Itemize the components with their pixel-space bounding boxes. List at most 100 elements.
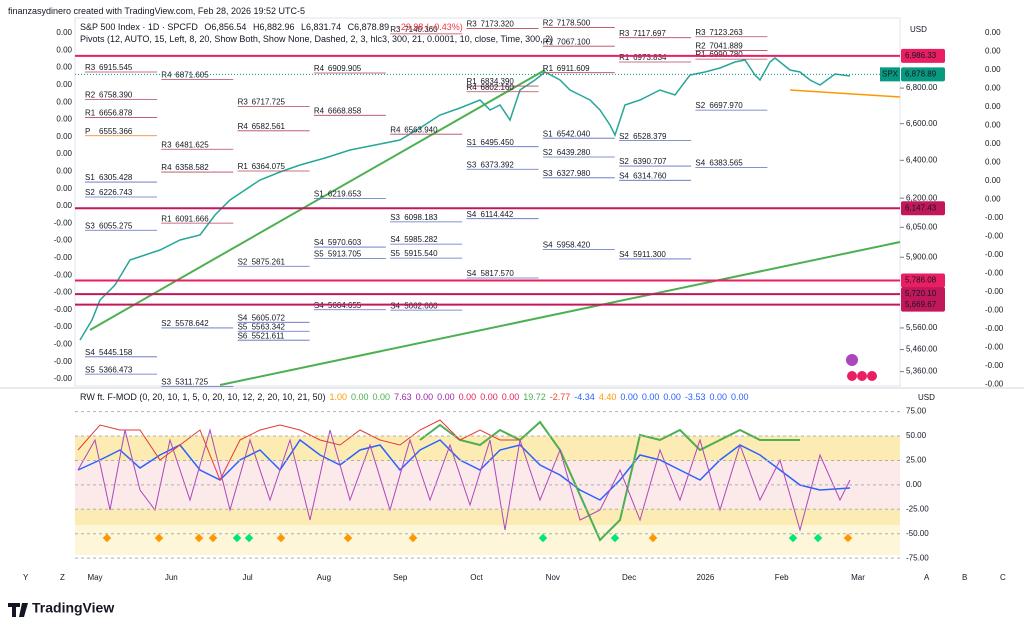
high: H6,882.96 [252, 22, 295, 32]
pivot-tag: S5 [390, 249, 400, 258]
left-scale-label: -0.00 [54, 288, 73, 297]
pivot-tag: R4 [314, 64, 325, 73]
right-scale-label: -0.00 [985, 380, 1004, 389]
pivot-label: 6226.743 [99, 188, 133, 197]
y-tick-label: -75.00 [906, 553, 929, 562]
pivot-label: 6219.653 [328, 189, 362, 198]
pivot-tag: S4 [238, 313, 248, 322]
pivot-label: 5817.570 [481, 269, 515, 278]
symbol-tag-label: SPX [882, 69, 899, 78]
pivot-tag: R1 [619, 53, 630, 62]
y-tick-label: 6,600.00 [906, 119, 938, 128]
left-scale-label: 0.00 [56, 115, 72, 124]
left-scale-label: 0.00 [56, 28, 72, 37]
price-tag [901, 201, 945, 216]
left-scale-label: -0.00 [54, 218, 73, 227]
oscillator-line [77, 428, 851, 532]
indicator-value: 4.40 [598, 392, 617, 402]
toolbar-button[interactable]: C [1000, 573, 1006, 582]
right-scale-label: -0.00 [985, 306, 1004, 315]
pivot-label: 6697.970 [709, 101, 743, 110]
pivot-label: 5915.540 [404, 249, 438, 258]
indicator-value: 0.00 [620, 392, 638, 402]
pivot-label: 7173.320 [481, 20, 515, 29]
pivot-label: 6373.392 [481, 160, 515, 169]
right-scale-label: -0.00 [985, 287, 1004, 296]
pivot-tag: S1 [467, 138, 477, 147]
toolbar-button[interactable]: Y [23, 573, 29, 582]
pivot-tag: R4 [467, 83, 478, 92]
pivot-tag: R1 [695, 50, 706, 59]
pivot-label: 6911.609 [557, 64, 590, 73]
pivot-label: 7140.360 [404, 25, 438, 34]
signal-marker [276, 533, 286, 543]
indicator-legend: RW ft. F-MOD (0, 20, 10, 1, 5, 0, 20, 10… [80, 392, 753, 402]
signal-marker [538, 533, 548, 543]
pivot-label: 5445.158 [99, 348, 133, 357]
pivot-tag: S1 [543, 129, 553, 138]
signal-marker [408, 533, 418, 543]
pivot-tag: S2 [85, 188, 95, 197]
y-tick-label: 5,900.00 [906, 252, 938, 261]
x-tick-label: May [87, 573, 102, 582]
toolbar-button[interactable]: A [924, 573, 930, 582]
pivot-label: 6528.379 [633, 132, 667, 141]
event-icon[interactable] [867, 371, 877, 381]
pivot-label: 6114.442 [481, 210, 514, 219]
pivot-tag: R2 [85, 91, 96, 100]
pivot-tag: S5 [85, 365, 95, 374]
pivot-tag: S5 [238, 322, 248, 331]
low: L6,831.74 [301, 22, 342, 32]
indicator-value: 0.00 [415, 392, 434, 402]
pivot-label: 6656.878 [99, 109, 133, 118]
price-tag [901, 48, 945, 63]
left-scale-label: 0.00 [56, 132, 72, 141]
left-scale-label: 0.00 [56, 80, 72, 89]
pivot-tag: S3 [543, 169, 553, 178]
left-scale-label: -0.00 [54, 340, 73, 349]
pivot-tag: S2 [238, 257, 248, 266]
indicator-value: 0.00 [501, 392, 520, 402]
toolbar-button[interactable]: Z [60, 573, 65, 582]
pivot-label: 6481.625 [175, 140, 209, 149]
indicator-value: 0.00 [480, 392, 498, 402]
pivot-tag: R4 [390, 125, 401, 134]
y-tick-label: 6,200.00 [906, 193, 938, 202]
indicator-value: 0.00 [730, 392, 749, 402]
right-scale-label: 0.00 [985, 84, 1001, 93]
pivot-label: 5958.420 [557, 241, 591, 250]
price-tag [901, 287, 945, 302]
pivot-label: 6563.940 [404, 125, 438, 134]
pivot-label: 7178.500 [557, 19, 591, 28]
pivot-tag: S1 [314, 189, 324, 198]
event-icon[interactable] [847, 371, 857, 381]
pivot-label: 6802.160 [481, 83, 515, 92]
price-tag-label: 6,147.43 [905, 203, 937, 212]
indicator-value: -3.53 [684, 392, 706, 402]
price-series [79, 57, 851, 341]
pivot-label: 6327.980 [557, 169, 591, 178]
left-scale-label: -0.00 [54, 270, 73, 279]
event-icon[interactable] [846, 354, 858, 366]
pivot-tag: R1 [543, 64, 554, 73]
indicator-value: 1.00 [329, 392, 347, 402]
pivot-tag: S4 [467, 269, 477, 278]
pivot-tag: R1 [238, 162, 249, 171]
pivot-tag: R4 [238, 122, 249, 131]
left-scale-label: -0.00 [54, 236, 73, 245]
pivot-tag: S4 [619, 171, 629, 180]
price-tag-label: 5,720.10 [905, 289, 937, 298]
left-scale-label: 0.00 [56, 184, 72, 193]
event-icon[interactable] [857, 371, 867, 381]
indicator-value: -2.77 [549, 392, 571, 402]
close: C6,878.89 [347, 22, 390, 32]
right-scale-label: 0.00 [985, 28, 1001, 37]
pivot-label: 6973.834 [633, 53, 667, 62]
toolbar-button[interactable]: B [962, 573, 967, 582]
right-scale-label: 0.00 [985, 102, 1001, 111]
price-tag [901, 273, 945, 288]
x-tick-label: Nov [546, 573, 560, 582]
indicator-value: 0.00 [663, 392, 681, 402]
left-scale-label: -0.00 [54, 253, 73, 262]
